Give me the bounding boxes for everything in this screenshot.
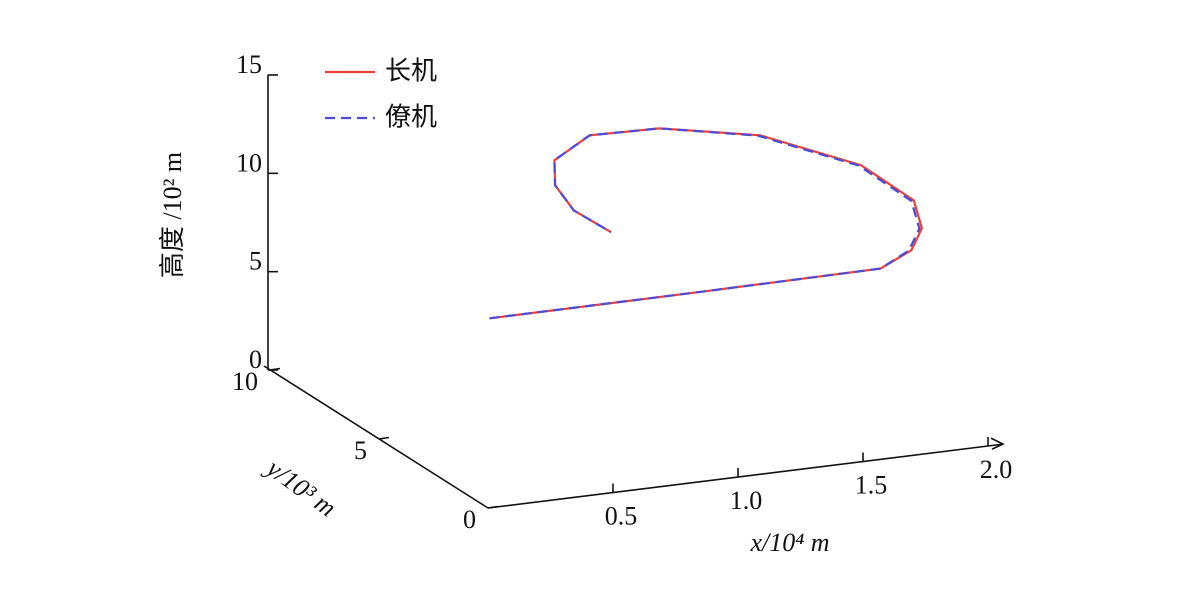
z-tick-label: 0 — [249, 345, 262, 374]
legend-label: 长机 — [385, 57, 437, 87]
y-tick — [487, 505, 499, 509]
y-axis-label: y/10³ m — [259, 452, 341, 523]
z-axis-label: 高度 /10² m — [158, 152, 187, 278]
z-tick-label: 5 — [249, 247, 262, 276]
y-tick — [378, 436, 390, 440]
y-tick-label: 0 — [463, 505, 476, 534]
x-tick-label: 1.5 — [855, 470, 888, 499]
x-axis-label: x/10⁴ m — [749, 528, 829, 557]
x-tick-label: 0.5 — [605, 501, 638, 530]
x-tick-label: 1.0 — [730, 486, 763, 515]
y-axis — [263, 365, 489, 509]
x-axis-arrow — [990, 437, 1005, 450]
y-tick-label: 10 — [232, 367, 258, 396]
x-tick-label: 2.0 — [980, 455, 1013, 484]
z-tick-label: 10 — [236, 148, 262, 177]
y-tick-label: 5 — [354, 436, 367, 465]
x-axis — [487, 443, 1004, 509]
series-line — [489, 127, 924, 320]
legend-label: 僚机 — [385, 103, 437, 133]
series-line — [489, 127, 921, 320]
z-tick-label: 15 — [236, 50, 262, 79]
